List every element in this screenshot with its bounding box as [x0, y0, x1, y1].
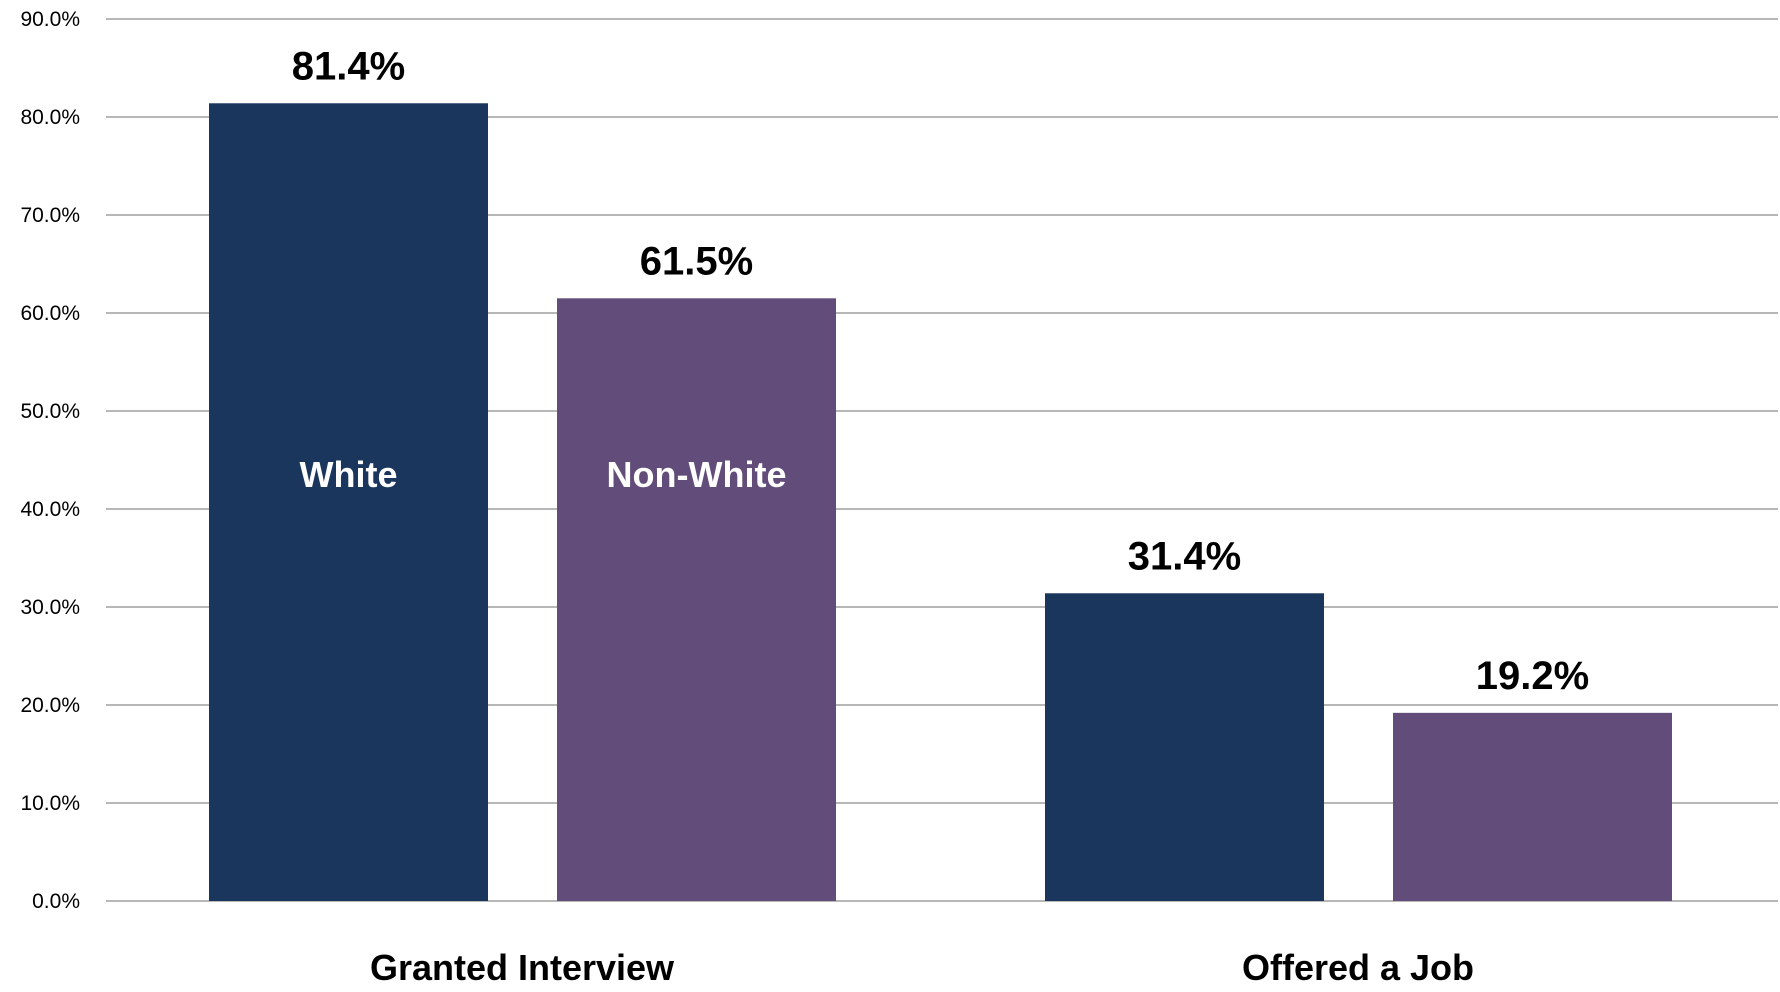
y-tick-label: 30.0% [20, 596, 80, 619]
y-tick-label: 10.0% [20, 792, 80, 815]
data-label: 81.4% [292, 44, 405, 88]
bar-non-white-granted-interview [557, 298, 836, 901]
x-category-label: Offered a Job [1242, 947, 1474, 987]
data-labels: 81.4% White 61.5% Non-White 31.4% 19.2% [292, 44, 1589, 698]
series-name-label: White [300, 454, 398, 495]
bars [209, 103, 1672, 901]
bar-white-granted-interview [209, 103, 488, 901]
data-label: 31.4% [1128, 534, 1241, 578]
x-category-label: Granted Interview [370, 947, 675, 987]
bar-non-white-offered-a-job [1393, 712, 1672, 901]
y-tick-label: 20.0% [20, 694, 80, 717]
data-label: 61.5% [640, 239, 753, 283]
x-axis-categories: Granted Interview Offered a Job [370, 947, 1474, 988]
y-tick-label: 50.0% [20, 400, 80, 423]
series-name-label: Non-White [607, 454, 787, 495]
y-tick-label: 70.0% [20, 204, 80, 227]
y-tick-label: 80.0% [20, 106, 80, 129]
data-label: 19.2% [1476, 654, 1589, 698]
bar-white-offered-a-job [1045, 593, 1324, 901]
y-tick-label: 0.0% [32, 890, 80, 913]
y-tick-label: 40.0% [20, 498, 80, 521]
y-tick-label: 90.0% [20, 8, 80, 31]
y-tick-label: 60.0% [20, 302, 80, 325]
y-axis-ticks: 0.0% 10.0% 20.0% 30.0% 40.0% 50.0% 60.0% 70.0% 8… [20, 8, 80, 913]
